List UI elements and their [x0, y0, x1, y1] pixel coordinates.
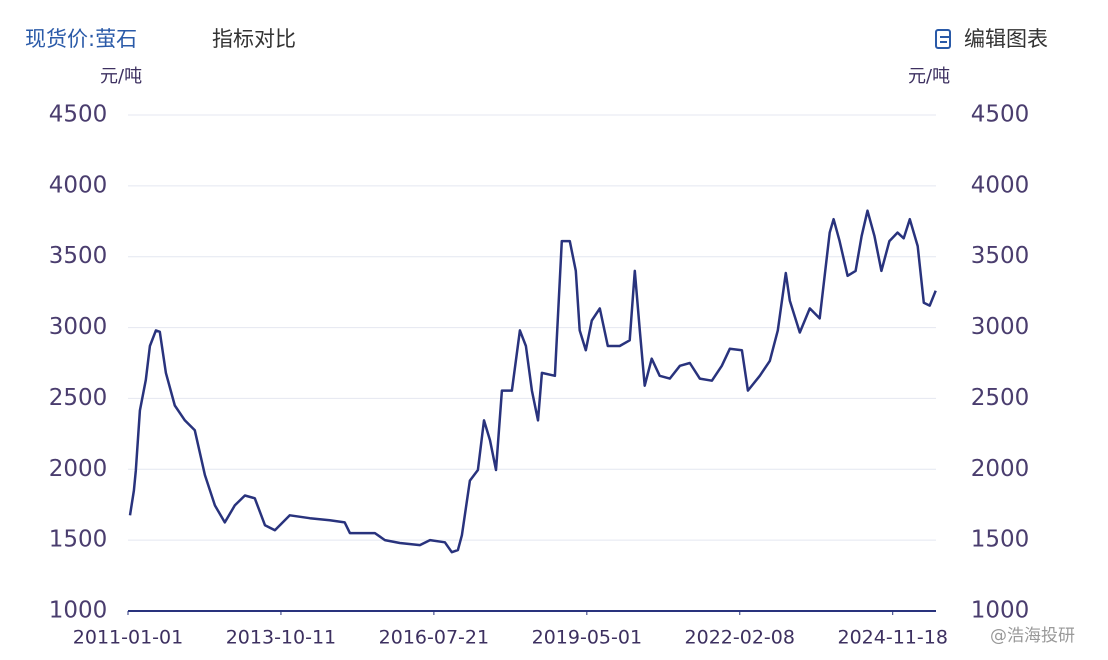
edit-chart-button[interactable]: 编辑图表	[964, 27, 1048, 51]
price-line	[128, 209, 937, 554]
x-tick-label: 2013-10-11	[226, 627, 336, 649]
x-tick-label: 2024-11-18	[838, 627, 948, 649]
compare-button[interactable]: 指标对比	[212, 27, 296, 51]
y2-tick-label: 2000	[971, 456, 1030, 482]
y2-tick-label: 3500	[971, 243, 1030, 269]
y-unit: 元/吨	[100, 66, 142, 87]
y2-tick-label: 2500	[971, 385, 1030, 411]
x-tick-label: 2011-01-01	[73, 627, 183, 649]
indicator-title[interactable]: 现货价:萤石	[25, 27, 137, 51]
y-tick-label: 2500	[49, 385, 108, 411]
y2-tick-label: 4000	[971, 172, 1030, 198]
y2-tick-label: 1000	[971, 598, 1030, 624]
y-tick-label: 4000	[49, 172, 108, 198]
watermark: @浩海投研	[990, 626, 1075, 646]
y2-tick-label: 3000	[971, 314, 1030, 340]
y-tick-label: 3500	[49, 243, 108, 269]
y-tick-label: 3000	[49, 314, 108, 340]
edit-icon[interactable]	[935, 29, 951, 49]
y-tick-label: 4500	[49, 102, 108, 128]
y-tick-label: 2000	[49, 456, 108, 482]
y-tick-label: 1500	[49, 527, 108, 553]
x-tick-label: 2022-02-08	[685, 627, 795, 649]
y2-tick-label: 4500	[971, 102, 1030, 128]
edit-icon-frame	[935, 29, 951, 49]
y2-unit: 元/吨	[908, 66, 950, 87]
x-tick-label: 2016-07-21	[379, 627, 489, 649]
y-tick-label: 1000	[49, 598, 108, 624]
x-tick-label: 2019-05-01	[532, 627, 642, 649]
y2-tick-label: 1500	[971, 527, 1030, 553]
